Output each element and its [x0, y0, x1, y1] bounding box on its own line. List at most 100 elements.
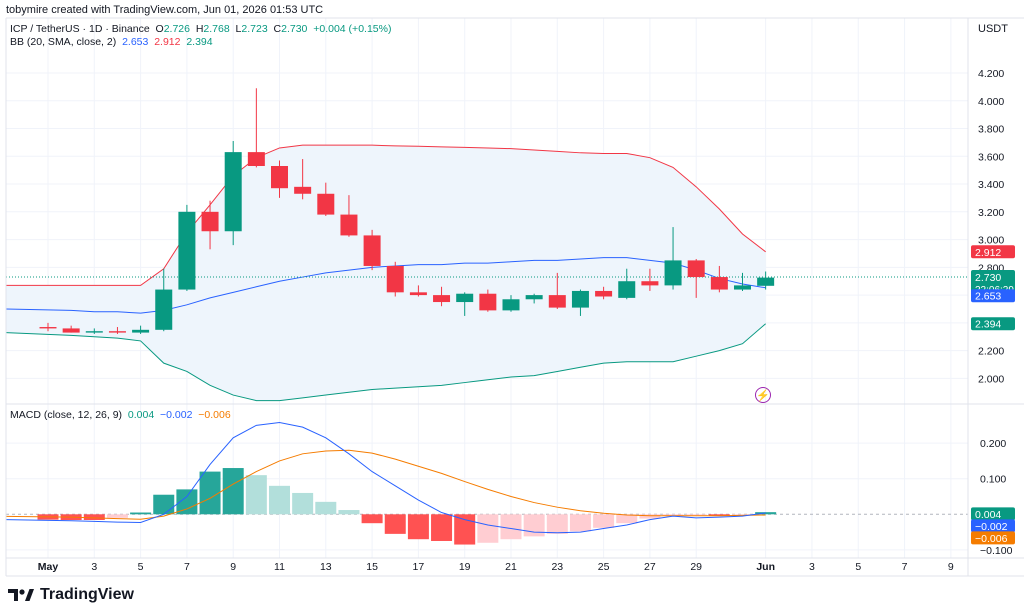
lightning-icon[interactable]: ⚡ — [755, 387, 771, 403]
macd-histogram-bar[interactable] — [546, 514, 568, 534]
time-tick-label: 29 — [690, 561, 702, 573]
candle-body[interactable] — [502, 299, 520, 311]
macd-histogram-bar[interactable] — [83, 514, 105, 520]
candle-body[interactable] — [294, 186, 312, 194]
tradingview-logo[interactable]: TradingView — [8, 586, 134, 604]
macd-histogram-bar[interactable] — [569, 514, 591, 532]
time-tick-label: 15 — [366, 561, 378, 573]
candle-body[interactable] — [108, 331, 126, 333]
candle-body[interactable] — [340, 214, 358, 236]
macd-histogram-bar[interactable] — [176, 489, 198, 515]
candle-body[interactable] — [132, 329, 150, 333]
price-tick-label: 3.800 — [978, 124, 1004, 136]
time-tick-label: 3 — [809, 561, 815, 573]
signal-value: −0.002 — [160, 409, 193, 421]
candle-body[interactable] — [386, 265, 404, 293]
credit-text: tobymire created with TradingView.com, J… — [6, 4, 324, 16]
candle-body[interactable] — [201, 211, 219, 232]
bb-lower-line[interactable] — [5, 323, 766, 402]
time-tick-label: 25 — [598, 561, 610, 573]
candle-body[interactable] — [247, 152, 265, 166]
candle-body[interactable] — [224, 152, 242, 232]
price-pane[interactable] — [5, 88, 968, 402]
macd-histogram-bar[interactable] — [616, 514, 638, 524]
time-tick-label: 7 — [902, 561, 908, 573]
price-unit[interactable]: USDT — [978, 23, 1008, 35]
macd-histogram-bar[interactable] — [338, 510, 360, 515]
candle-body[interactable] — [456, 293, 474, 303]
macd-histogram-bar[interactable] — [639, 514, 661, 519]
candle-body[interactable] — [641, 281, 659, 286]
time-tick-label: 5 — [138, 561, 144, 573]
macd-line[interactable] — [5, 421, 766, 534]
macd-histogram-bar[interactable] — [153, 494, 175, 515]
signal-line[interactable] — [5, 449, 766, 520]
candle-body[interactable] — [734, 285, 751, 290]
macd-histogram-bar[interactable] — [361, 514, 383, 524]
macd-histogram-bar[interactable] — [269, 485, 290, 515]
candle-body[interactable] — [155, 289, 173, 330]
candle-body[interactable] — [664, 260, 682, 286]
candle-body[interactable] — [85, 331, 103, 333]
signal-value-badge: −0.002 — [975, 521, 1008, 533]
candle-body[interactable] — [757, 277, 775, 286]
candle-body[interactable] — [178, 211, 196, 290]
candle-body[interactable] — [548, 295, 566, 308]
macd-histogram-bar[interactable] — [407, 514, 429, 540]
candle-body[interactable] — [618, 281, 636, 298]
macd-histogram-bar[interactable] — [315, 501, 337, 515]
candle-body[interactable] — [62, 328, 80, 333]
bb-lower-value: 2.394 — [186, 36, 213, 48]
macd-histogram-bar[interactable] — [292, 492, 314, 515]
price-tick-label: 2.200 — [978, 346, 1004, 358]
basis-badge-bg — [971, 289, 1015, 303]
macd-histogram-bar[interactable] — [708, 514, 730, 516]
candle-body[interactable] — [433, 295, 451, 303]
candle-body[interactable] — [271, 166, 288, 189]
macd-value: 0.004 — [127, 409, 155, 421]
macd-legend[interactable]: MACD (close, 12, 26, 9) 0.004 −0.002 −0.… — [10, 409, 231, 421]
time-tick-label: May — [38, 561, 59, 573]
macd-histogram-bar[interactable] — [106, 514, 128, 518]
macd-histogram-bar[interactable] — [431, 514, 453, 541]
candle-body[interactable] — [710, 277, 728, 290]
macd-histogram-bar[interactable] — [662, 514, 684, 516]
brand-name: TradingView — [40, 586, 134, 603]
macd-histogram-bar[interactable] — [199, 471, 221, 515]
symbol-legend[interactable]: ICP / TetherUS · 1D · Binance O2.726 H2.… — [10, 23, 391, 35]
candle-body[interactable] — [479, 293, 497, 311]
bb-upper-line[interactable] — [6, 144, 766, 286]
candle-body[interactable] — [39, 327, 57, 329]
macd-name: MACD (close, 12, 26, 9) — [10, 409, 123, 421]
price-tick-label: 4.000 — [978, 96, 1004, 108]
macd-histogram-bar[interactable] — [685, 514, 707, 516]
macd-histogram-bar[interactable] — [477, 514, 499, 543]
price-tick-label: 4.200 — [978, 68, 1004, 80]
bb-band-fill — [6, 145, 766, 401]
macd-histogram-bar[interactable] — [523, 514, 545, 537]
macd-histogram-bar[interactable] — [130, 512, 152, 515]
time-tick-label: 3 — [91, 561, 97, 573]
change-value: +0.004 (+0.15%) — [313, 23, 392, 35]
candle-body[interactable] — [409, 292, 427, 296]
macd-histogram-bar[interactable] — [593, 514, 615, 528]
candle-body[interactable] — [595, 290, 613, 297]
macd-pane[interactable] — [5, 421, 968, 545]
hist-value-badge: −0.006 — [975, 533, 1008, 545]
time-tick-label: 5 — [855, 561, 861, 573]
hist-value-badge-bg — [971, 531, 1015, 545]
candle-body[interactable] — [363, 235, 381, 266]
macd-histogram-bar[interactable] — [500, 514, 522, 540]
macd-histogram-bar[interactable] — [222, 468, 244, 515]
macd-histogram-bar[interactable] — [384, 514, 406, 534]
candle-body[interactable] — [525, 295, 543, 300]
macd-histogram-bar[interactable] — [732, 514, 753, 516]
bb-legend[interactable]: BB (20, SMA, close, 2) 2.653 2.912 2.394 — [10, 36, 213, 48]
low-label: L — [235, 23, 242, 35]
candle-body[interactable] — [571, 290, 589, 308]
candle-body[interactable] — [687, 260, 705, 278]
macd-histogram-bar[interactable] — [454, 514, 476, 545]
candle-body[interactable] — [317, 193, 335, 215]
time-tick-label: 27 — [644, 561, 656, 573]
macd-histogram-bar[interactable] — [245, 475, 267, 515]
